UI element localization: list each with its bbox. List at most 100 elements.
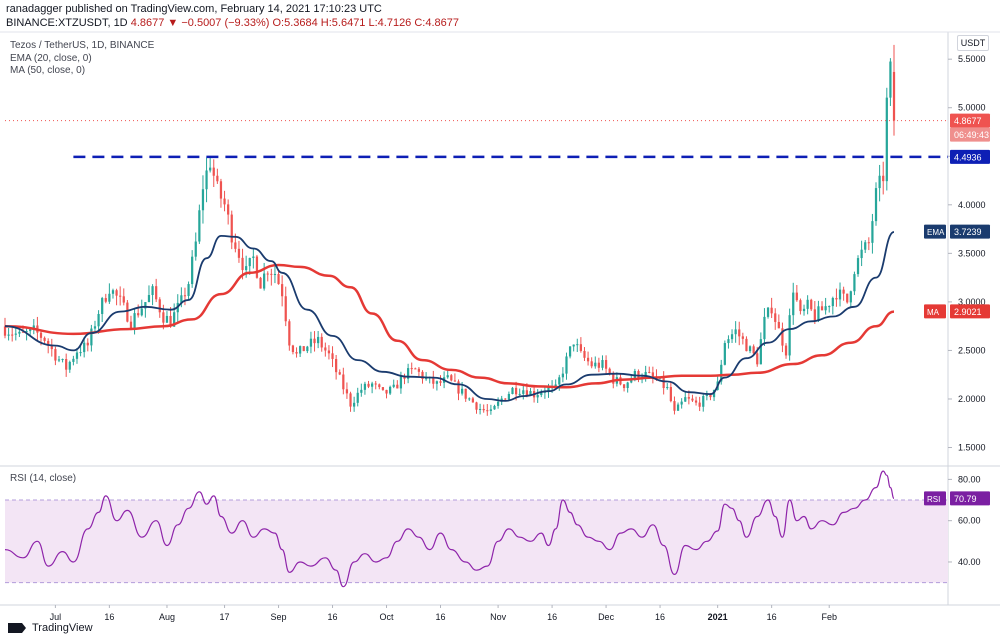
candle-body bbox=[115, 290, 118, 296]
candle-body bbox=[43, 337, 46, 341]
candle-body bbox=[396, 384, 399, 389]
candle-body bbox=[723, 343, 726, 365]
candle-body bbox=[763, 316, 766, 340]
candle-body bbox=[201, 189, 205, 211]
candle-body bbox=[248, 257, 251, 267]
time-tick-label: 16 bbox=[655, 612, 665, 622]
candle-body bbox=[93, 326, 97, 329]
candle-body bbox=[288, 321, 291, 346]
candle-body bbox=[306, 346, 309, 352]
tradingview-footer: TradingView bbox=[8, 622, 93, 634]
rsi-line bbox=[4, 470, 895, 588]
candle-body bbox=[507, 393, 511, 400]
candle-body bbox=[65, 359, 68, 370]
candle-body bbox=[234, 242, 237, 249]
resistance-tag-text: 4.4936 bbox=[954, 152, 982, 162]
candle-body bbox=[432, 376, 435, 384]
candle-body bbox=[784, 345, 788, 356]
candle-body bbox=[317, 336, 320, 344]
candle-body bbox=[835, 297, 838, 300]
candle-body bbox=[392, 384, 395, 387]
ema-tag-name-bg bbox=[924, 224, 946, 239]
rsi-tick-label: 60.00 bbox=[958, 516, 981, 526]
candle-body bbox=[788, 315, 791, 356]
countdown-tag-bg bbox=[950, 127, 990, 142]
candle-body bbox=[871, 221, 874, 243]
rsi-band bbox=[5, 500, 948, 583]
candle-body bbox=[155, 286, 158, 300]
candle-body bbox=[457, 381, 460, 394]
candle-body bbox=[230, 214, 233, 243]
publish-info: ranadagger published on TradingView.com,… bbox=[6, 3, 382, 15]
tradingview-logo-icon bbox=[8, 623, 26, 633]
candle-body bbox=[180, 295, 183, 303]
candle-body bbox=[381, 387, 385, 390]
candle-body bbox=[828, 306, 831, 308]
price-tick-label: 5.0000 bbox=[958, 103, 986, 113]
price-tick-label: 3.5000 bbox=[958, 248, 986, 258]
ma-50-line bbox=[4, 263, 895, 389]
candle-body bbox=[90, 328, 93, 346]
candle-body bbox=[198, 210, 201, 242]
ma-legend[interactable]: MA (50, close, 0) bbox=[10, 65, 86, 76]
candle-body bbox=[608, 368, 611, 374]
candle-body bbox=[666, 386, 669, 389]
candle-body bbox=[702, 396, 705, 407]
time-tick-label: Oct bbox=[380, 612, 395, 622]
candle-body bbox=[338, 372, 341, 375]
candle-body bbox=[385, 389, 388, 394]
candle-body bbox=[648, 371, 651, 373]
candle-body bbox=[47, 340, 50, 346]
rsi-legend[interactable]: RSI (14, close) bbox=[10, 473, 77, 484]
candle-body bbox=[266, 273, 269, 275]
candle-body bbox=[680, 401, 683, 405]
candle-body bbox=[245, 266, 248, 271]
candle-body bbox=[817, 306, 820, 321]
last-price-tag-text: 4.8677 bbox=[954, 116, 982, 126]
candle-body bbox=[781, 328, 784, 346]
candle-body bbox=[568, 346, 572, 357]
ema-20-line bbox=[4, 231, 895, 402]
candle-body bbox=[630, 378, 633, 383]
candle-body bbox=[255, 256, 259, 278]
candle-body bbox=[360, 389, 363, 393]
ema-legend[interactable]: EMA (20, close, 0) bbox=[10, 53, 92, 64]
time-tick-label: 16 bbox=[328, 612, 338, 622]
candle-body bbox=[694, 400, 698, 403]
candle-body bbox=[21, 331, 25, 333]
time-tick-label: 16 bbox=[547, 612, 557, 622]
candle-body bbox=[892, 71, 896, 121]
candle-body bbox=[97, 313, 100, 327]
candle-body bbox=[273, 274, 277, 276]
candle-body bbox=[378, 384, 381, 388]
candle-body bbox=[824, 306, 827, 311]
candle-body bbox=[237, 248, 241, 258]
candle-body bbox=[191, 256, 194, 285]
rsi-tag-value: 70.79 bbox=[954, 494, 977, 504]
candle-body bbox=[403, 376, 406, 379]
ma-tag: MA 2.9021 bbox=[924, 304, 990, 319]
candle-body bbox=[522, 390, 525, 394]
candle-body bbox=[353, 402, 356, 407]
candle-body bbox=[518, 393, 521, 395]
currency-unit-button[interactable]: USDT bbox=[957, 35, 989, 51]
candle-body bbox=[72, 358, 75, 362]
candle-body bbox=[86, 342, 89, 346]
price-tick-label: 1.5000 bbox=[958, 443, 986, 453]
candle-body bbox=[651, 372, 654, 377]
symbol-ohlc-line: BINANCE:XTZUSDT, 1D 4.8677 ▼ −0.5007 (−9… bbox=[6, 17, 459, 29]
time-tick-label: Sep bbox=[271, 612, 287, 622]
last-price-tag: 4.8677 bbox=[950, 113, 990, 128]
candle-body bbox=[111, 290, 115, 294]
candle-body bbox=[795, 292, 798, 301]
candle-body bbox=[147, 295, 151, 303]
candle-body bbox=[324, 347, 327, 351]
candle-body bbox=[748, 346, 752, 352]
time-tick-label: Nov bbox=[490, 612, 507, 622]
price-tick-label: 4.0000 bbox=[958, 200, 986, 210]
chart-title[interactable]: Tezos / TetherUS, 1D, BINANCE bbox=[10, 40, 155, 51]
candle-body bbox=[284, 296, 287, 322]
candle-body bbox=[842, 289, 845, 294]
candle-body bbox=[424, 378, 428, 380]
